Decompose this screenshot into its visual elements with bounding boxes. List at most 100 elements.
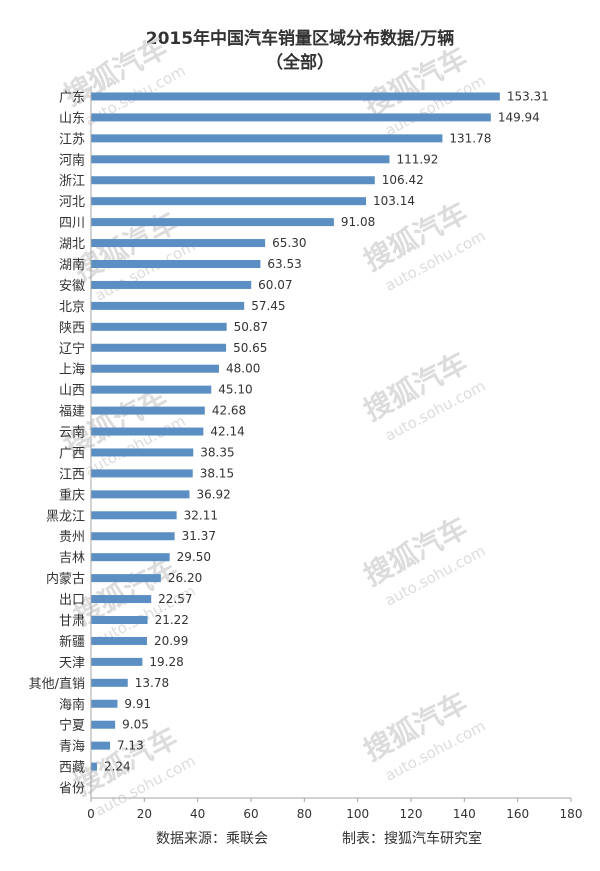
category-label: 四川 xyxy=(59,216,85,231)
bar xyxy=(91,427,204,436)
category-label: 安徽 xyxy=(59,279,85,294)
bar xyxy=(91,176,375,185)
value-label: 26.20 xyxy=(168,571,202,585)
category-label: 上海 xyxy=(59,363,85,378)
x-tick-label: 60 xyxy=(243,807,258,821)
value-label: 29.50 xyxy=(177,550,211,564)
category-label: 贵州 xyxy=(59,530,85,545)
value-label: 131.78 xyxy=(449,131,491,145)
value-label: 22.57 xyxy=(158,592,192,606)
chart-subtitle: （全部） xyxy=(266,53,334,73)
bar xyxy=(91,197,367,206)
x-tick-label: 180 xyxy=(560,807,583,821)
value-label: 149.94 xyxy=(498,110,540,124)
value-label: 42.14 xyxy=(210,425,244,439)
bar xyxy=(91,364,219,373)
value-label: 9.05 xyxy=(122,718,149,732)
category-label: 广东 xyxy=(59,90,85,105)
category-label: 甘肃 xyxy=(59,614,85,629)
bar xyxy=(91,406,205,415)
value-label: 42.68 xyxy=(212,404,246,418)
category-label: 江苏 xyxy=(59,131,85,147)
category-label: 海南 xyxy=(59,697,85,713)
category-label: 山西 xyxy=(59,384,85,399)
bar xyxy=(91,532,175,541)
value-label: 50.87 xyxy=(234,320,268,334)
value-label: 21.22 xyxy=(155,613,189,627)
bar xyxy=(91,511,177,520)
value-label: 38.35 xyxy=(200,445,234,459)
bar xyxy=(91,134,443,143)
value-label: 57.45 xyxy=(251,299,285,313)
value-label: 50.65 xyxy=(233,341,267,355)
bar xyxy=(91,490,190,499)
value-label: 153.31 xyxy=(507,89,549,103)
x-tick-label: 20 xyxy=(137,807,152,821)
chart-credit-note: 制表：搜狐汽车研究室 xyxy=(342,831,482,847)
category-label: 北京 xyxy=(59,300,85,315)
category-label: 省份 xyxy=(59,782,85,797)
category-label: 河北 xyxy=(59,195,85,210)
data-source-note: 数据来源：乘联会 xyxy=(156,831,268,847)
value-label: 7.13 xyxy=(117,739,144,753)
bar xyxy=(91,469,193,478)
category-label: 湖北 xyxy=(59,237,85,252)
bar xyxy=(91,762,97,771)
category-label: 湖南 xyxy=(59,257,85,273)
category-label: 广西 xyxy=(59,446,85,461)
category-label: 重庆 xyxy=(59,487,85,503)
category-label: 浙江 xyxy=(59,174,85,189)
bar xyxy=(91,720,116,729)
bar xyxy=(91,322,227,331)
value-label: 60.07 xyxy=(258,278,292,292)
value-label: 38.15 xyxy=(200,466,234,480)
x-tick-label: 40 xyxy=(190,807,205,821)
value-label: 45.10 xyxy=(218,383,252,397)
bar xyxy=(91,113,491,122)
category-label: 山东 xyxy=(59,111,85,126)
category-label: 出口 xyxy=(59,593,85,608)
value-label: 36.92 xyxy=(196,487,230,501)
value-label: 20.99 xyxy=(154,634,188,648)
value-label: 111.92 xyxy=(396,152,438,166)
bar xyxy=(91,448,194,457)
bar xyxy=(91,741,111,750)
x-tick-label: 0 xyxy=(87,807,95,821)
category-label: 黑龙江 xyxy=(46,509,85,524)
value-label: 106.42 xyxy=(382,173,424,187)
category-label: 福建 xyxy=(59,405,85,420)
value-label: 32.11 xyxy=(184,508,218,522)
category-label: 新疆 xyxy=(59,634,85,650)
bar xyxy=(91,280,252,289)
bar xyxy=(91,678,128,687)
value-label: 19.28 xyxy=(149,655,183,669)
bar xyxy=(91,301,245,310)
bar xyxy=(91,574,161,583)
category-label: 宁夏 xyxy=(59,718,85,734)
value-label: 63.53 xyxy=(267,257,301,271)
value-label: 13.78 xyxy=(135,676,169,690)
bar xyxy=(91,385,212,394)
value-label: 2.24 xyxy=(104,760,131,774)
bar xyxy=(91,553,170,562)
bar xyxy=(91,636,147,645)
x-tick-label: 140 xyxy=(453,807,476,821)
bar xyxy=(91,616,148,624)
category-label: 河南 xyxy=(59,152,85,168)
value-label: 48.00 xyxy=(226,362,260,376)
value-label: 91.08 xyxy=(341,215,375,229)
bar xyxy=(91,657,143,666)
category-label: 吉林 xyxy=(59,551,85,566)
category-label: 陕西 xyxy=(59,321,85,336)
value-label: 9.91 xyxy=(124,697,151,711)
chart-title: 2015年中国汽车销量区域分布数据/万辆 xyxy=(145,29,455,49)
value-label: 65.30 xyxy=(272,236,306,250)
category-label: 江西 xyxy=(59,467,85,482)
x-tick-label: 100 xyxy=(346,807,369,821)
